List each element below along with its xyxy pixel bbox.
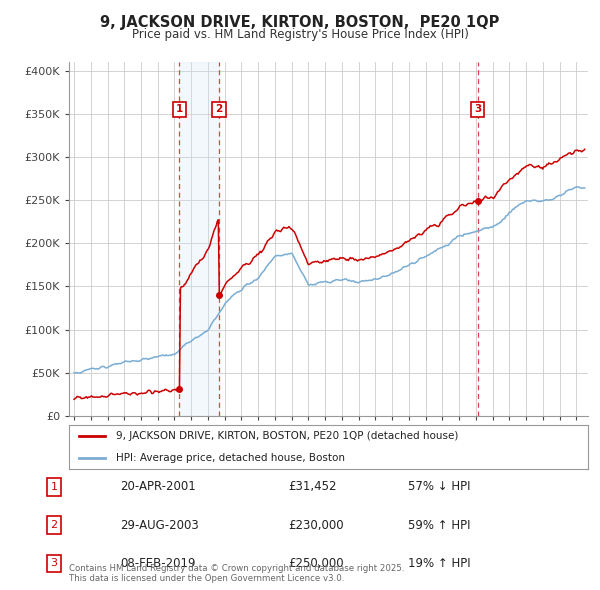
Text: 57% ↓ HPI: 57% ↓ HPI [408,480,470,493]
Text: £250,000: £250,000 [288,557,344,570]
Text: 08-FEB-2019: 08-FEB-2019 [120,557,196,570]
Text: 9, JACKSON DRIVE, KIRTON, BOSTON, PE20 1QP (detached house): 9, JACKSON DRIVE, KIRTON, BOSTON, PE20 1… [116,431,458,441]
Text: 1: 1 [176,104,183,114]
Text: 1: 1 [50,482,58,491]
Bar [179,62,219,416]
Text: Price paid vs. HM Land Registry's House Price Index (HPI): Price paid vs. HM Land Registry's House … [131,28,469,41]
Text: 3: 3 [50,559,58,568]
Text: 9, JACKSON DRIVE, KIRTON, BOSTON,  PE20 1QP: 9, JACKSON DRIVE, KIRTON, BOSTON, PE20 1… [100,15,500,30]
Text: 19% ↑ HPI: 19% ↑ HPI [408,557,470,570]
Text: £31,452: £31,452 [288,480,337,493]
Text: HPI: Average price, detached house, Boston: HPI: Average price, detached house, Bost… [116,453,345,463]
Text: 20-APR-2001: 20-APR-2001 [120,480,196,493]
Text: 29-AUG-2003: 29-AUG-2003 [120,519,199,532]
Text: 3: 3 [474,104,481,114]
Text: 2: 2 [50,520,58,530]
Text: Contains HM Land Registry data © Crown copyright and database right 2025.
This d: Contains HM Land Registry data © Crown c… [69,563,404,583]
Text: £230,000: £230,000 [288,519,344,532]
Text: 59% ↑ HPI: 59% ↑ HPI [408,519,470,532]
Text: 2: 2 [215,104,223,114]
